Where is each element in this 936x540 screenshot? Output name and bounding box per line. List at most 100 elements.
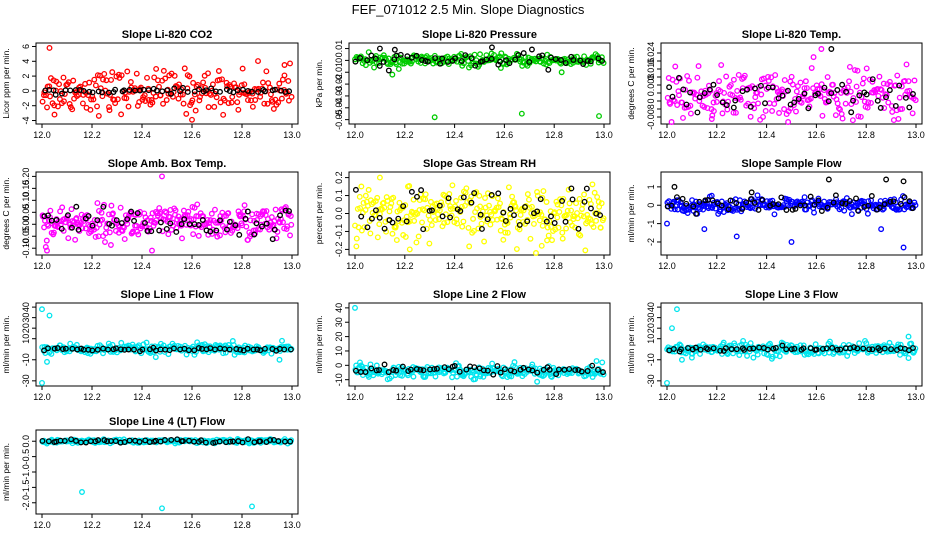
data-point xyxy=(860,345,867,352)
data-point xyxy=(829,81,836,88)
data-point xyxy=(167,220,174,227)
y-tick-label: -0.04 xyxy=(334,98,344,119)
data-point xyxy=(142,98,149,104)
data-point xyxy=(45,212,51,219)
data-point xyxy=(383,228,390,235)
data-point xyxy=(39,379,45,386)
data-point xyxy=(381,204,388,211)
x-tick-label: 12.4 xyxy=(446,130,464,140)
data-point xyxy=(505,184,512,191)
panel-4: Slope Amb. Box Temp. 12.0 12.2 12.4 12.6 12.8… xyxy=(1,158,301,271)
data-point xyxy=(178,221,185,228)
data-point xyxy=(754,351,761,358)
data-point xyxy=(758,91,765,98)
data-point xyxy=(544,224,551,231)
data-point xyxy=(743,199,750,206)
data-point xyxy=(668,119,675,125)
data-point xyxy=(282,204,289,211)
data-point xyxy=(471,190,478,197)
data-point xyxy=(796,93,803,100)
y-tick-label: 40 xyxy=(646,302,656,312)
y-tick-label: 20 xyxy=(21,323,31,333)
data-point xyxy=(143,339,150,346)
data-point xyxy=(577,57,584,64)
data-point xyxy=(139,346,146,353)
data-point xyxy=(900,178,907,185)
y-tick-label: 0 xyxy=(646,203,656,208)
data-point xyxy=(51,345,58,352)
x-tick-label: 12.4 xyxy=(133,261,151,271)
data-point xyxy=(368,215,375,222)
data-point xyxy=(371,64,378,71)
x-tick-label: 12.0 xyxy=(33,392,51,402)
data-point xyxy=(910,345,916,351)
data-point xyxy=(458,194,464,201)
y-tick-label: -10 xyxy=(21,353,31,366)
data-point xyxy=(813,82,820,89)
data-point xyxy=(44,358,50,365)
panel-title: Slope Gas Stream RH xyxy=(423,158,536,170)
data-point xyxy=(849,117,856,124)
data-point xyxy=(195,232,202,239)
data-point xyxy=(121,346,128,353)
data-point xyxy=(100,203,107,210)
data-point xyxy=(230,438,236,445)
data-point xyxy=(678,346,684,353)
y-tick-label: -0.2 xyxy=(334,242,344,258)
data-point xyxy=(133,70,140,77)
data-point xyxy=(287,346,294,353)
y-tick-label: 40 xyxy=(21,302,31,312)
data-point xyxy=(589,362,596,369)
x-tick-label: 12.0 xyxy=(33,261,51,271)
data-point xyxy=(562,60,569,66)
data-point xyxy=(120,223,126,230)
data-point xyxy=(801,202,808,209)
data-point xyxy=(864,210,871,217)
data-point xyxy=(281,72,288,79)
data-point xyxy=(568,185,575,192)
data-point xyxy=(248,88,255,95)
data-point xyxy=(70,77,77,84)
data-point xyxy=(364,57,371,64)
data-point xyxy=(131,346,137,353)
panel-9: Slope Line 3 Flow 12.0 12.2 12.4 12.6 12.8 13.… xyxy=(626,289,925,402)
data-point xyxy=(162,208,169,215)
data-point xyxy=(157,219,164,226)
data-point xyxy=(559,235,566,242)
x-tick-label: 12.8 xyxy=(233,392,251,402)
data-point xyxy=(364,224,371,231)
data-point xyxy=(253,220,260,227)
data-point xyxy=(163,97,170,103)
data-point xyxy=(376,221,383,228)
data-point xyxy=(775,201,782,208)
data-point xyxy=(352,186,359,193)
data-point xyxy=(853,195,859,202)
data-point xyxy=(859,80,866,87)
data-point xyxy=(750,354,757,361)
data-point xyxy=(399,372,406,379)
data-point xyxy=(881,345,888,352)
plot-frame xyxy=(35,171,299,256)
data-point xyxy=(395,215,402,222)
data-point xyxy=(361,224,368,231)
data-point xyxy=(522,204,528,210)
data-point xyxy=(139,96,146,103)
data-point xyxy=(890,117,897,124)
data-point xyxy=(180,438,186,445)
data-point xyxy=(911,348,918,355)
data-point xyxy=(735,72,742,78)
data-point xyxy=(439,213,446,220)
data-point xyxy=(752,205,759,212)
data-point xyxy=(263,208,270,214)
data-point xyxy=(905,333,912,340)
data-point xyxy=(355,224,362,231)
data-point xyxy=(534,192,541,199)
x-tick-label: 13.0 xyxy=(595,392,613,402)
data-point xyxy=(704,346,711,353)
data-point xyxy=(886,87,893,94)
data-point xyxy=(181,65,188,72)
data-point xyxy=(484,216,491,223)
data-point xyxy=(877,104,884,111)
data-point xyxy=(177,88,184,95)
data-point xyxy=(176,81,182,88)
